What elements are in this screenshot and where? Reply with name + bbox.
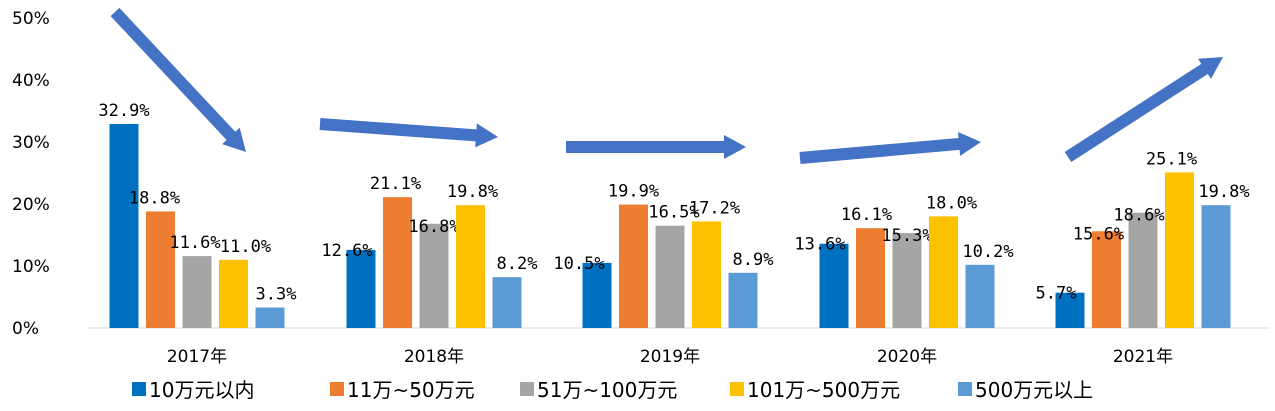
bar (1055, 292, 1085, 328)
bars: 32.9%12.6%10.5%13.6%5.7%18.8%21.1% 19.9%1… (98, 101, 1250, 328)
legend-swatch (730, 382, 744, 396)
data-label: 11.0% (220, 237, 271, 257)
bar (892, 233, 922, 328)
bar (856, 228, 885, 328)
trend-arrow (110, 7, 246, 153)
data-label: 3.3% (256, 285, 297, 305)
bar (1092, 231, 1121, 328)
legend-swatch (520, 382, 534, 396)
x-tick-label: 2018年 (404, 347, 464, 367)
data-label: 16.1% (841, 205, 892, 225)
data-label: 15.6% (1073, 224, 1124, 244)
bar (419, 223, 449, 328)
data-label: 32.9% (98, 101, 149, 121)
bar (109, 124, 139, 328)
bar (1128, 212, 1158, 328)
trend-arrow (1064, 57, 1223, 162)
trend-arrow (319, 118, 498, 148)
bar (146, 211, 175, 328)
trend-arrow (566, 135, 746, 159)
legend-swatch (132, 382, 146, 396)
data-label: 16.8% (408, 217, 459, 237)
y-tick-label: 50% (12, 9, 50, 29)
x-tick-label: 2017年 (167, 347, 227, 367)
bar (929, 216, 958, 328)
data-label: 12.6% (321, 241, 372, 261)
data-label: 11.6% (169, 233, 220, 253)
data-label: 18.8% (129, 188, 180, 208)
x-tick-label: 2019年 (640, 347, 700, 367)
legend-label: 10万元以内 (149, 378, 254, 402)
data-label: 10.2% (962, 242, 1013, 262)
data-label: 5.7% (1036, 284, 1077, 304)
data-label: 18.0% (926, 193, 977, 213)
data-label: 8.9% (733, 250, 774, 270)
bar (1201, 205, 1231, 328)
x-axis: 2017年 2018年 2019年 2020年 2021年 (167, 347, 1173, 367)
data-label: 15.3% (881, 226, 932, 246)
legend-label: 51万~100万元 (537, 378, 677, 402)
data-label: 19.8% (447, 182, 498, 202)
bar (255, 307, 285, 328)
legend-label: 101万~500万元 (747, 378, 900, 402)
bar (582, 262, 612, 328)
bar (383, 197, 412, 328)
y-tick-label: 40% (12, 71, 50, 91)
bar (728, 272, 758, 328)
bar (492, 277, 522, 328)
legend-swatch (330, 382, 344, 396)
data-label: 19.9% (608, 182, 659, 202)
data-label: 13.6% (794, 235, 845, 255)
trend-arrow (799, 132, 981, 164)
data-label: 16.5% (648, 203, 699, 223)
legend: 10万元以内 11万~50万元 51万~100万元 101万~500万元 500… (132, 378, 1093, 402)
bar (219, 259, 248, 328)
bar (346, 249, 376, 328)
data-label: 18.6% (1113, 206, 1164, 226)
bar (182, 256, 212, 328)
bar (1165, 172, 1194, 328)
y-tick-label: 0% (12, 319, 39, 339)
y-axis: 0% 10% 20% 30% 40% 50% (12, 9, 50, 339)
bar (965, 264, 995, 328)
bar (692, 221, 721, 328)
trend-arrows (110, 7, 1223, 164)
legend-label: 11万~50万元 (347, 378, 475, 402)
bar (819, 243, 849, 328)
y-tick-label: 10% (12, 257, 50, 277)
legend-label: 500万元以上 (975, 378, 1093, 402)
bar (655, 225, 685, 328)
y-tick-label: 20% (12, 195, 50, 215)
data-label: 17.2% (689, 198, 740, 218)
data-label: 21.1% (370, 174, 421, 194)
bar (619, 204, 648, 328)
y-tick-label: 30% (12, 133, 50, 153)
x-tick-label: 2020年 (877, 347, 937, 367)
data-label: 8.2% (497, 254, 538, 274)
data-label: 10.5% (553, 254, 604, 274)
bar (456, 205, 485, 328)
data-label: 19.8% (1198, 182, 1249, 202)
x-tick-label: 2021年 (1113, 347, 1173, 367)
data-label: 25.1% (1146, 149, 1197, 169)
legend-swatch (958, 382, 972, 396)
